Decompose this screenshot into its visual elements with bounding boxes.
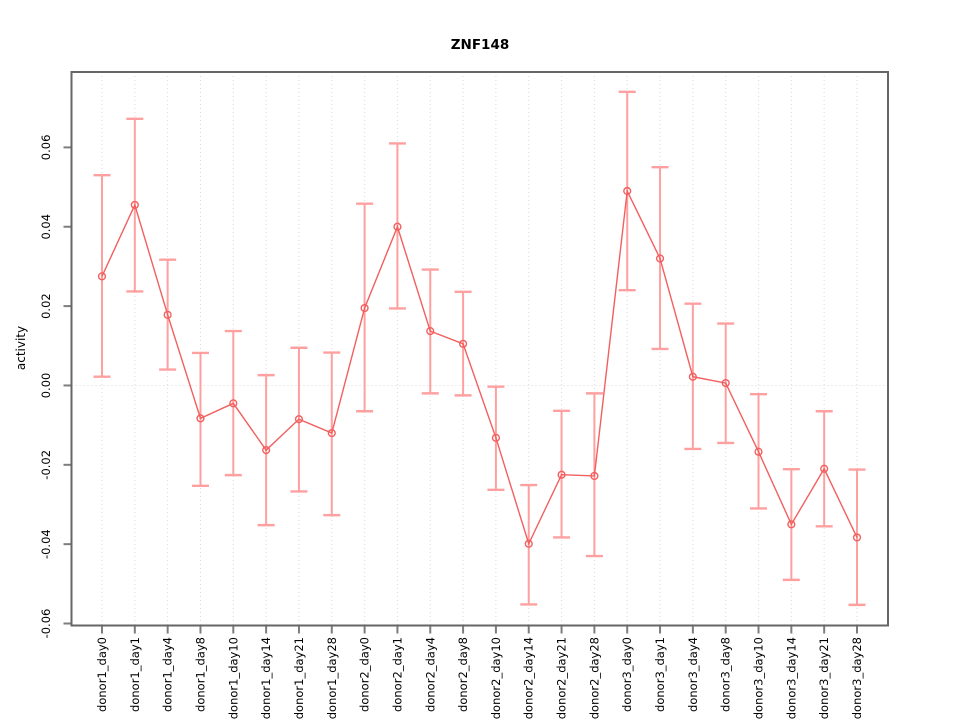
x-tick-label: donor1_day8 bbox=[193, 637, 207, 712]
point-layer bbox=[97, 186, 862, 548]
x-tick-label: donor2_day21 bbox=[555, 637, 569, 719]
data-point bbox=[491, 433, 501, 442]
line-layer bbox=[101, 188, 858, 546]
y-tick-label: 0.04 bbox=[39, 214, 53, 240]
x-tick-label: donor1_day10 bbox=[226, 637, 240, 719]
data-point bbox=[688, 372, 697, 381]
chart-title: ZNF148 bbox=[451, 37, 510, 53]
x-tick-label: donor3_day0 bbox=[620, 637, 634, 712]
errorbar-layer bbox=[93, 90, 866, 607]
data-point bbox=[393, 222, 402, 231]
x-tick-label: donor1_day0 bbox=[95, 637, 109, 712]
data-point bbox=[721, 378, 730, 388]
grid-layer bbox=[71, 72, 889, 626]
series-line bbox=[101, 188, 858, 546]
y-tick-label: 0.00 bbox=[39, 373, 53, 399]
x-tick-label: donor1_day21 bbox=[292, 637, 306, 719]
data-point bbox=[360, 303, 369, 313]
x-tick-label: donor3_day14 bbox=[784, 637, 798, 719]
x-tick-label: donor2_day4 bbox=[423, 637, 437, 712]
x-tick-label: donor2_day0 bbox=[358, 637, 372, 712]
data-point bbox=[97, 272, 107, 281]
data-point bbox=[262, 446, 271, 455]
x-tick-label: donor2_day1 bbox=[390, 637, 404, 712]
data-point bbox=[524, 539, 533, 548]
data-point bbox=[787, 520, 796, 529]
data-point bbox=[458, 339, 468, 348]
data-point bbox=[163, 310, 172, 319]
x-tick-label: donor3_day4 bbox=[686, 637, 700, 712]
x-tick-label: donor2_day8 bbox=[456, 637, 470, 712]
x-tick-label: donor2_day28 bbox=[587, 637, 601, 719]
x-tick-label: donor1_day1 bbox=[128, 637, 142, 712]
data-point bbox=[852, 533, 862, 542]
y-tick-label: 0.06 bbox=[39, 135, 53, 161]
data-point bbox=[327, 428, 336, 438]
x-tick-label: donor2_day10 bbox=[489, 637, 503, 719]
data-point bbox=[820, 464, 829, 473]
data-point bbox=[590, 471, 599, 481]
data-point bbox=[130, 200, 139, 210]
data-point bbox=[557, 470, 566, 479]
data-point bbox=[655, 254, 665, 263]
x-tick-label: donor3_day28 bbox=[850, 637, 864, 719]
x-tick-label: donor1_day4 bbox=[161, 637, 175, 712]
x-tick-label: donor2_day14 bbox=[522, 637, 536, 719]
data-point bbox=[229, 399, 238, 408]
data-point bbox=[754, 447, 763, 456]
data-point bbox=[623, 186, 632, 196]
y-tick-label: 0.02 bbox=[39, 293, 53, 319]
y-tick-label: -0.04 bbox=[39, 529, 53, 559]
x-tick-label: donor3_day1 bbox=[653, 637, 667, 712]
x-tick-label: donor3_day21 bbox=[817, 637, 831, 719]
x-tick-label: donor3_day10 bbox=[752, 637, 766, 719]
axis-layer: donor1_day0 donor1_day1 donor1_day4 donor1_… bbox=[39, 71, 889, 719]
y-axis-label: activity bbox=[14, 326, 28, 370]
x-tick-label: donor1_day14 bbox=[259, 637, 273, 719]
x-tick-label: donor1_day28 bbox=[325, 637, 339, 719]
y-tick-label: -0.06 bbox=[39, 609, 53, 639]
x-tick-label: donor3_day8 bbox=[719, 637, 733, 712]
data-point bbox=[426, 326, 435, 336]
plot-border bbox=[70, 71, 889, 627]
y-tick-label: -0.02 bbox=[39, 450, 53, 480]
data-point bbox=[294, 415, 304, 424]
data-point bbox=[196, 414, 205, 423]
